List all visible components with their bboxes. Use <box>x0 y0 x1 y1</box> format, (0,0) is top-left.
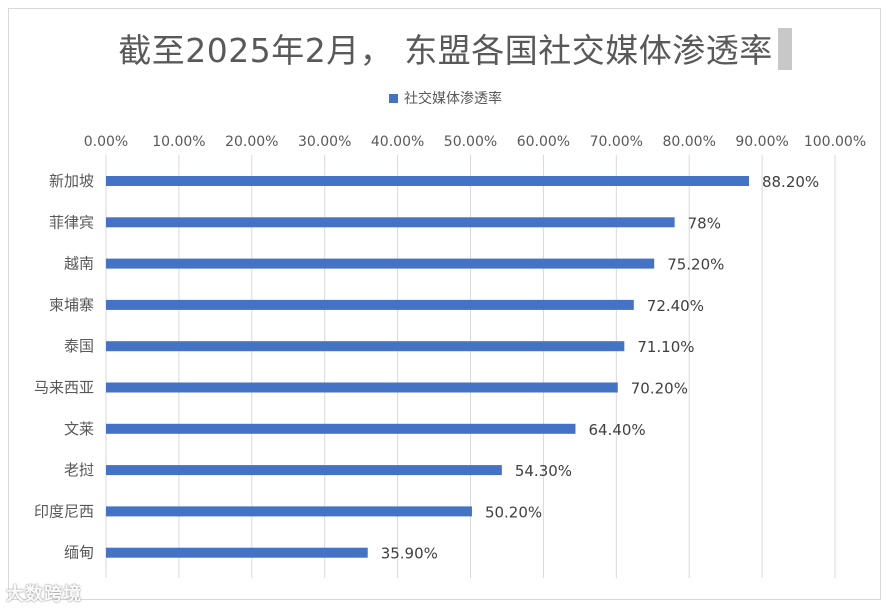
data-label: 64.40% <box>588 421 645 439</box>
data-label: 70.20% <box>631 380 688 398</box>
category-label: 柬埔寨 <box>49 296 94 314</box>
data-label: 75.20% <box>667 256 724 274</box>
category-label: 印度尼西 <box>34 502 94 520</box>
bar <box>106 465 502 476</box>
x-tick-label: 40.00% <box>371 134 424 150</box>
x-tick-label: 90.00% <box>735 134 788 150</box>
category-label: 缅甸 <box>64 544 94 562</box>
legend: 社交媒体渗透率 <box>0 88 891 108</box>
bar <box>106 506 472 517</box>
data-label: 35.90% <box>381 545 438 563</box>
x-tick-label: 70.00% <box>590 134 643 150</box>
bar <box>106 299 634 310</box>
chart-title: 截至2025年2月， 东盟各国社交媒体渗透率 <box>118 31 773 70</box>
bar <box>106 423 576 434</box>
title-cursor-marker <box>778 28 792 70</box>
x-tick-label: 10.00% <box>152 134 205 150</box>
x-tick-label: 50.00% <box>444 134 497 150</box>
category-label: 新加坡 <box>49 172 94 190</box>
category-label: 马来西亚 <box>34 379 94 397</box>
x-tick-label: 100.00% <box>804 134 866 150</box>
bar <box>106 382 618 393</box>
legend-swatch <box>389 94 398 103</box>
data-label: 72.40% <box>647 297 704 315</box>
category-label: 泰国 <box>64 337 94 355</box>
category-label: 老挝 <box>64 461 94 479</box>
bar <box>106 258 655 269</box>
bar <box>106 176 749 186</box>
x-tick-label: 20.00% <box>225 134 278 150</box>
watermark-logo: 大数跨境 <box>6 584 82 605</box>
x-tick-label: 30.00% <box>298 134 351 150</box>
data-label: 54.30% <box>515 462 572 480</box>
bar <box>106 547 368 558</box>
x-tick-label: 60.00% <box>517 134 570 150</box>
bar <box>106 217 675 228</box>
data-label: 88.20% <box>762 173 819 191</box>
bar <box>106 341 625 352</box>
data-label: 71.10% <box>637 338 694 356</box>
data-label: 50.20% <box>485 503 542 521</box>
category-label: 越南 <box>64 255 94 273</box>
category-label: 文莱 <box>64 420 94 438</box>
category-label: 菲律宾 <box>49 213 94 231</box>
data-label: 78% <box>688 214 721 232</box>
x-tick-label: 0.00% <box>84 134 128 150</box>
x-tick-label: 80.00% <box>663 134 716 150</box>
legend-label: 社交媒体渗透率 <box>404 91 502 107</box>
